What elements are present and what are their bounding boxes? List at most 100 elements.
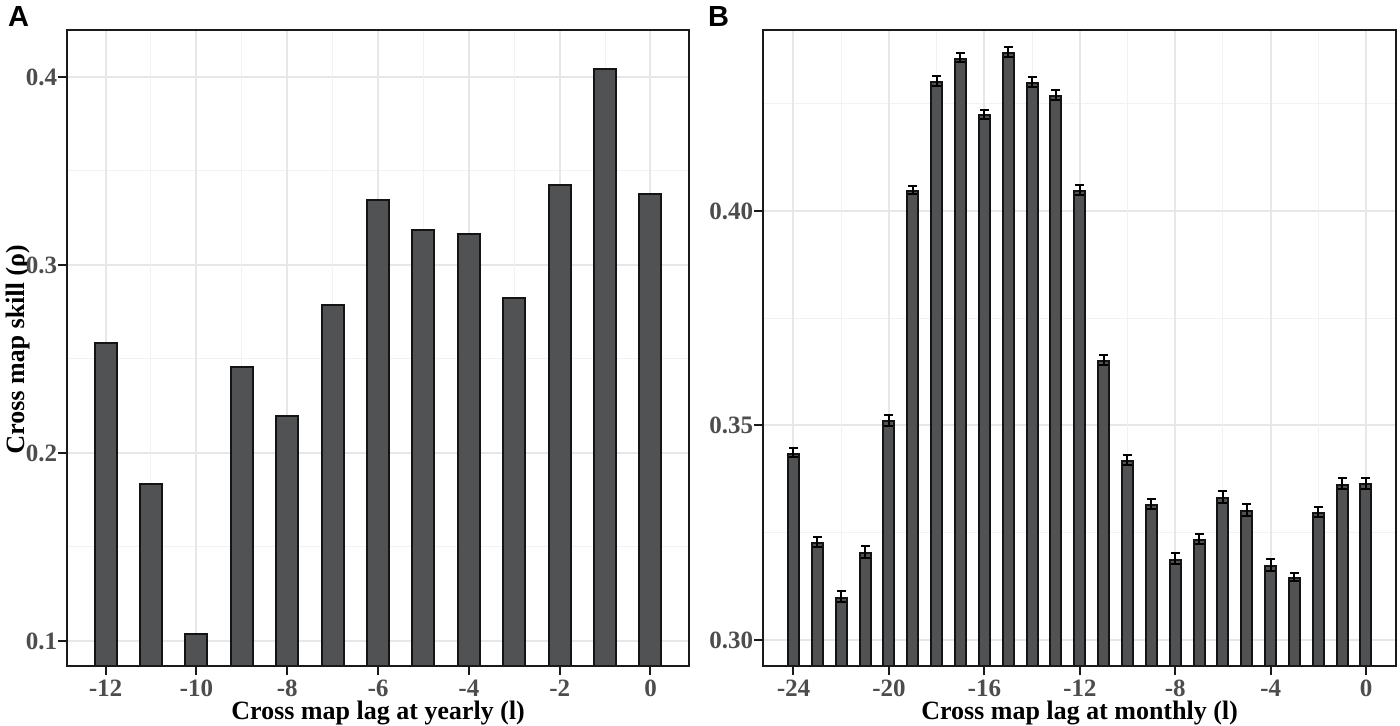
errorbar-lag--7 — [1198, 534, 1200, 545]
errorbar-cap-bottom-lag--8 — [1170, 563, 1180, 566]
bar-lag--5 — [411, 229, 436, 667]
panel-b-letter: B — [708, 1, 729, 33]
errorbar-cap-bottom-lag--24 — [788, 456, 798, 459]
bar-lag--18 — [930, 80, 944, 667]
grid-major-v — [1364, 29, 1367, 667]
bar-lag--17 — [953, 57, 967, 667]
bar-lag--4 — [1264, 564, 1278, 667]
errorbar-cap-bottom-lag-0 — [1361, 487, 1371, 490]
bar-lag--10 — [184, 633, 209, 667]
bar-lag--7 — [1192, 539, 1206, 667]
bar-lag--10 — [1120, 460, 1134, 667]
bar-lag-0 — [1359, 483, 1373, 667]
errorbar-lag--4 — [1269, 558, 1272, 571]
errorbar-cap-top-lag-0 — [1361, 476, 1371, 479]
x-tick-label: -6 — [367, 675, 389, 702]
errorbar-lag--19 — [911, 185, 914, 195]
bar-lag--20 — [882, 420, 896, 667]
grid-minor-v — [150, 29, 152, 667]
errorbar-cap-top-lag--14 — [1027, 75, 1037, 78]
x-tick-mark — [286, 667, 289, 675]
errorbar-lag--18 — [935, 76, 938, 86]
bar-lag--5 — [1240, 510, 1254, 667]
errorbar-lag--6 — [1221, 490, 1224, 503]
grid-major-v — [1269, 29, 1272, 667]
y-tick-mark — [754, 424, 762, 427]
x-tick-mark — [887, 667, 890, 675]
x-tick-mark — [792, 667, 795, 675]
errorbar-cap-top-lag--6 — [1218, 489, 1228, 492]
errorbar-lag--10 — [1126, 454, 1129, 466]
grid-major-v — [792, 29, 795, 667]
bar-lag--9 — [1144, 504, 1158, 667]
x-tick-mark — [377, 667, 379, 675]
y-tick-mark — [754, 210, 762, 213]
grid-minor-v — [1126, 29, 1128, 667]
errorbar-cap-top-lag--23 — [812, 535, 822, 538]
errorbar-cap-bottom-lag--20 — [884, 424, 894, 427]
x-tick-label: -24 — [776, 675, 811, 702]
errorbar-cap-bottom-lag--9 — [1146, 507, 1156, 510]
errorbar-cap-bottom-lag--5 — [1242, 515, 1252, 518]
errorbar-cap-top-lag--2 — [1313, 505, 1323, 508]
errorbar-cap-bottom-lag--15 — [1003, 55, 1013, 58]
bar-lag--19 — [906, 190, 920, 667]
errorbar-lag--3 — [1293, 572, 1296, 582]
errorbar-cap-top-lag--21 — [860, 544, 870, 547]
panel-a-plot — [66, 29, 690, 667]
errorbar-cap-top-lag--11 — [1099, 354, 1109, 357]
x-tick-mark — [558, 667, 561, 675]
errorbar-lag--17 — [959, 53, 962, 62]
errorbar-cap-top-lag--10 — [1122, 453, 1132, 456]
x-tick-label: 0 — [644, 675, 657, 702]
errorbar-lag--9 — [1150, 499, 1153, 509]
errorbar-cap-top-lag--15 — [1003, 45, 1013, 48]
errorbar-lag--11 — [1102, 355, 1105, 366]
errorbar-cap-top-lag--7 — [1194, 533, 1204, 536]
bar-lag--11 — [138, 482, 163, 667]
errorbar-cap-bottom-lag--23 — [812, 546, 822, 549]
errorbar-lag--12 — [1078, 184, 1081, 196]
grid-minor-v — [1222, 29, 1224, 667]
errorbar-cap-top-lag--19 — [908, 184, 918, 187]
errorbar-cap-bottom-lag--2 — [1313, 516, 1323, 519]
errorbar-cap-top-lag--3 — [1289, 571, 1299, 574]
bar-lag--3 — [502, 296, 527, 667]
bar-lag--6 — [1216, 496, 1230, 667]
errorbar-lag--23 — [816, 536, 819, 548]
errorbar-cap-top-lag--5 — [1242, 503, 1252, 506]
y-tick-label: 0.2 — [25, 439, 57, 467]
x-tick-label: -8 — [1164, 675, 1186, 702]
panel-b-plot — [762, 29, 1397, 667]
bar-lag--12 — [93, 341, 118, 667]
errorbar-cap-top-lag--22 — [836, 590, 846, 593]
errorbar-cap-top-lag--9 — [1146, 498, 1156, 501]
errorbar-lag--14 — [1031, 76, 1034, 87]
grid-minor-v — [840, 29, 842, 667]
errorbar-cap-bottom-lag--13 — [1051, 98, 1061, 101]
errorbar-cap-top-lag--13 — [1051, 89, 1061, 92]
errorbar-cap-top-lag--24 — [788, 447, 798, 450]
bar-lag--14 — [1025, 81, 1039, 667]
bar-lag--16 — [977, 114, 991, 667]
x-tick-label: 0 — [1359, 675, 1373, 702]
errorbar-cap-bottom-lag--3 — [1289, 580, 1299, 583]
errorbar-cap-bottom-lag--22 — [836, 601, 846, 604]
bar-lag--8 — [1168, 558, 1182, 667]
errorbar-cap-bottom-lag--21 — [860, 556, 870, 559]
errorbar-lag--21 — [864, 545, 867, 558]
bar-lag--2 — [547, 184, 572, 667]
y-tick-mark — [754, 638, 762, 641]
bar-lag--24 — [786, 452, 800, 667]
bar-lag--21 — [858, 551, 872, 667]
y-tick-label: 0.40 — [709, 198, 753, 226]
bar-lag--13 — [1049, 94, 1063, 667]
grid-minor-v — [241, 29, 243, 667]
panel-a-letter: A — [8, 1, 29, 33]
bar-lag--4 — [456, 232, 481, 667]
x-axis-title-monthly: Cross map lag at monthly (l) — [921, 696, 1238, 725]
bar-lag-0 — [638, 193, 663, 667]
x-tick-label: -16 — [967, 675, 1001, 702]
bar-lag--15 — [1001, 51, 1015, 667]
